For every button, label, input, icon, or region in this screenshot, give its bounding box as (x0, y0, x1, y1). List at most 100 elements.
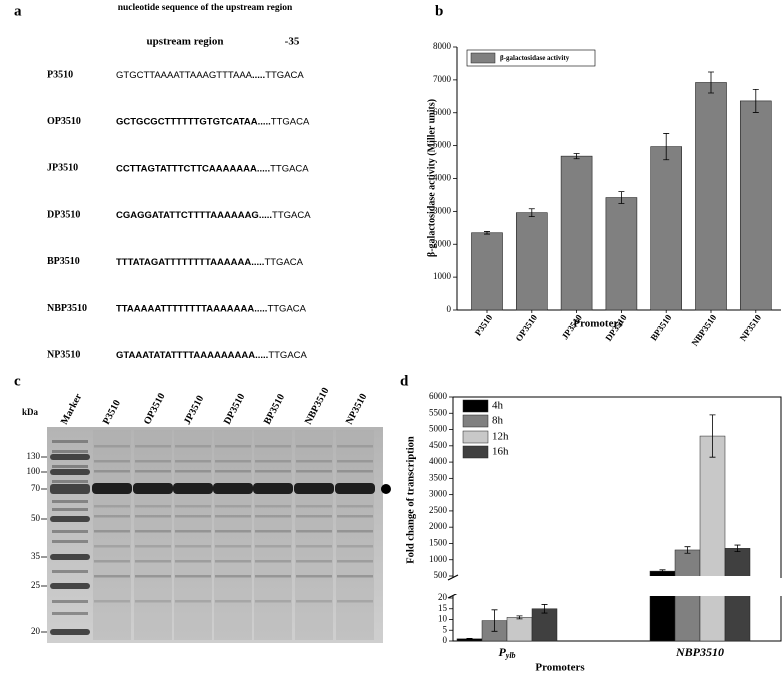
bar (695, 82, 727, 311)
faint-band (255, 575, 291, 578)
panel-label: d (400, 373, 409, 389)
dots: ..... (255, 350, 268, 361)
faint-band (337, 600, 373, 603)
faint-band (255, 515, 291, 518)
legend-swatch (462, 399, 489, 413)
y-tick-label: 1000 (433, 271, 452, 281)
marker-band (50, 469, 90, 475)
sequence: GTAAATATATTTTAAAAAAAAA (116, 350, 255, 361)
lane (134, 430, 172, 640)
sequence-line: GCTGCGCTTTTTTGTGTCATAA.....TTGACA (116, 116, 310, 127)
marker-band-faint (52, 600, 88, 603)
marker-band-faint (52, 530, 88, 533)
y-tick-label: 5000 (429, 424, 448, 434)
dots: ..... (258, 116, 271, 127)
bar (506, 617, 533, 642)
y-tick-label: 1000 (429, 554, 448, 564)
y-tick-label: 2000 (429, 521, 448, 531)
faint-band (135, 515, 171, 518)
legend-label: 12h (492, 431, 509, 443)
faint-band (94, 515, 130, 518)
promoter-name: OP3510 (47, 116, 81, 127)
y-tick-label: 8000 (433, 41, 452, 51)
panel-label: a (14, 3, 22, 19)
legend-swatch (462, 430, 489, 444)
marker-band (50, 516, 90, 522)
y-tick-label: 7000 (433, 74, 452, 84)
faint-band (255, 545, 291, 548)
motif: TTGACA (264, 256, 303, 267)
y-tick-label: 3000 (433, 205, 452, 215)
faint-band (296, 445, 332, 448)
error-bar (466, 638, 473, 640)
category: NBP3510 (675, 645, 724, 659)
error-bar (573, 153, 580, 160)
marker-band-faint (52, 540, 88, 543)
faint-band (215, 445, 251, 448)
marker-band (50, 454, 90, 460)
faint-band (135, 530, 171, 533)
promoter-name: NP3510 (47, 349, 80, 360)
marker-size: 20 (31, 626, 41, 636)
faint-band (255, 470, 291, 473)
axes-frame (452, 396, 782, 642)
bar (649, 596, 676, 642)
faint-band (175, 505, 211, 508)
unit-label: kDa (22, 407, 39, 417)
faint-band (135, 545, 171, 548)
y-tick-label: 2500 (429, 505, 448, 515)
main-band (253, 483, 293, 494)
faint-band (255, 505, 291, 508)
faint-band (215, 545, 251, 548)
error-bar (491, 609, 498, 632)
marker-band (50, 484, 90, 494)
y-tick-label: 2000 (433, 238, 452, 248)
faint-band (337, 560, 373, 563)
marker-band-faint (52, 508, 88, 511)
sequence-line: TTAAAAATTTTTTTTAAAAAAA.....TTGACA (116, 303, 307, 314)
error-bar (541, 604, 548, 614)
faint-band (255, 530, 291, 533)
dots: ..... (254, 303, 267, 314)
faint-band (175, 460, 211, 463)
faint-band (296, 575, 332, 578)
panel-label: b (435, 3, 443, 19)
band-marker (381, 484, 391, 494)
bar (699, 435, 726, 576)
faint-band (94, 460, 130, 463)
sequence-line: GTGCTTAAAATTAAAGTTTAAA.....TTGACA (116, 70, 304, 81)
bar (674, 596, 701, 642)
error-bar (484, 231, 490, 235)
faint-band (255, 600, 291, 603)
lower-segment (456, 596, 751, 642)
y-tick-label: 500 (434, 570, 448, 580)
faint-band (175, 515, 211, 518)
dots: ..... (257, 163, 270, 174)
motif: TTGACA (271, 116, 310, 127)
faint-band (337, 460, 373, 463)
faint-band (135, 445, 171, 448)
lane (174, 430, 212, 640)
faint-band (94, 470, 130, 473)
promoter-name: NBP3510 (47, 303, 87, 314)
x-axis-title: Promoters (573, 318, 623, 330)
error-bar (734, 544, 741, 552)
lane (254, 430, 292, 640)
legend-label: 4h (492, 400, 504, 412)
faint-band (296, 530, 332, 533)
bar (531, 608, 558, 642)
faint-band (215, 530, 251, 533)
promoter-name: P3510 (47, 69, 73, 80)
error-bar (709, 414, 716, 458)
bar (515, 212, 548, 311)
faint-band (296, 470, 332, 473)
faint-band (296, 515, 332, 518)
faint-band (135, 600, 171, 603)
bar (674, 549, 701, 576)
sequence: TTTATAGATTTTTTTTAAAAAA (116, 256, 251, 267)
sequence-line: GTAAATATATTTTAAAAAAAAA.....TTGACA (116, 350, 308, 361)
motif: TTGACA (267, 303, 306, 314)
marker-size: 130 (27, 451, 41, 461)
marker-band-faint (52, 450, 88, 453)
